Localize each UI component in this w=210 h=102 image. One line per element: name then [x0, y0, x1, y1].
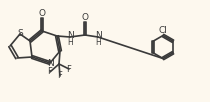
Text: S: S — [17, 29, 23, 38]
Text: Cl: Cl — [159, 26, 167, 35]
Text: F: F — [58, 72, 62, 80]
Text: N: N — [67, 32, 73, 40]
Text: H: H — [67, 38, 73, 47]
Text: N: N — [95, 32, 101, 40]
Text: F: F — [47, 68, 52, 76]
Text: O: O — [38, 9, 46, 18]
Text: H: H — [95, 38, 101, 47]
Text: F: F — [67, 64, 71, 74]
Text: N: N — [47, 59, 53, 68]
Text: O: O — [81, 13, 88, 22]
